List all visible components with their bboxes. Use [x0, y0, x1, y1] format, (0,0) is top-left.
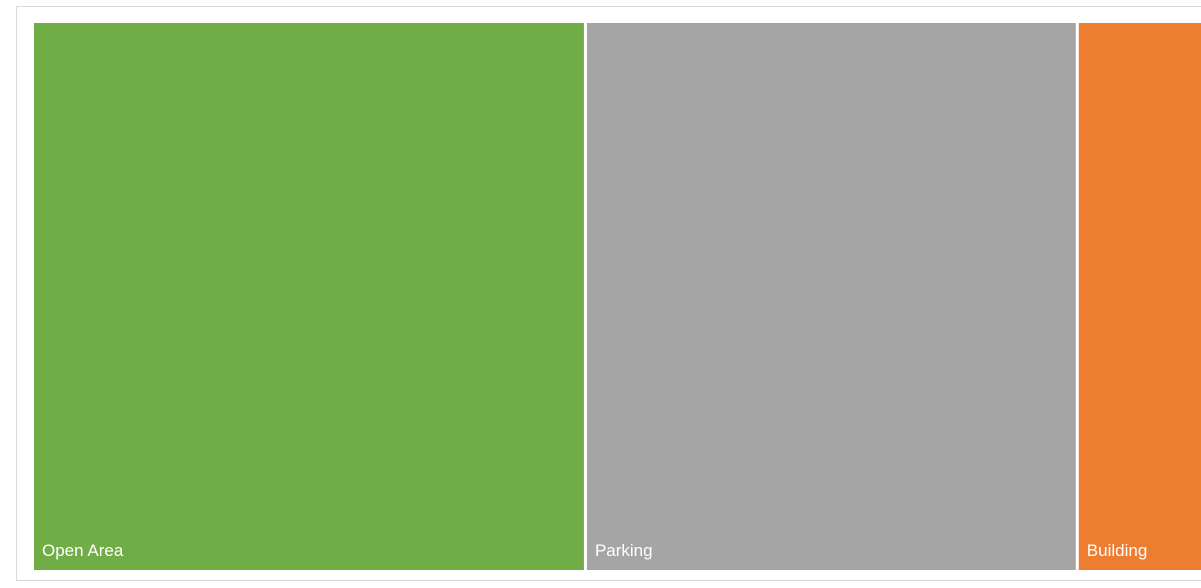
tile-open-area [34, 23, 584, 570]
tile-building [1078, 23, 1201, 570]
tile-label-building: Building [1087, 541, 1148, 560]
tile-label-parking: Parking [595, 541, 653, 560]
tile-label-open-area: Open Area [42, 541, 124, 560]
tile-parking [586, 23, 1076, 570]
